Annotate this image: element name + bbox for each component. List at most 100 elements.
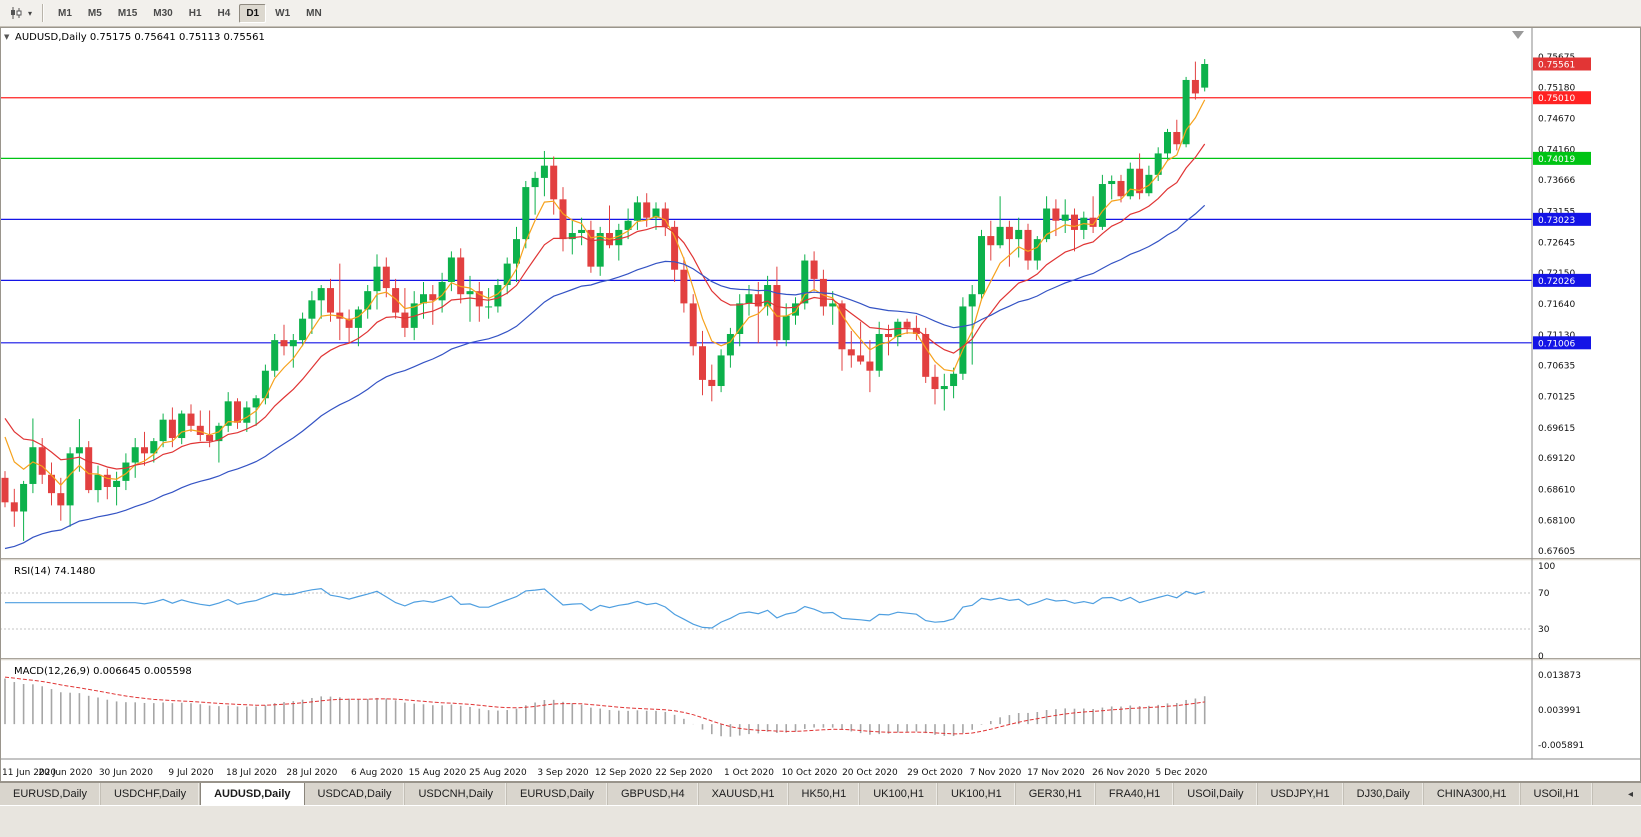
svg-text:0.70125: 0.70125 [1538, 393, 1575, 403]
svg-text:0.73155: 0.73155 [1538, 207, 1575, 217]
chart-tab-usdcad-daily[interactable]: USDCAD,Daily [305, 783, 406, 805]
rsi-line [5, 587, 1205, 629]
chart-type-icon[interactable] [5, 3, 27, 23]
svg-text:0.69615: 0.69615 [1538, 424, 1575, 434]
horizontal-lines [0, 97, 1532, 344]
svg-text:0.74160: 0.74160 [1538, 146, 1575, 156]
svg-text:0.73666: 0.73666 [1538, 176, 1575, 186]
rsi-panel-title: RSI(14) 74.1480 [14, 566, 95, 577]
chart-tab-xauusd-h1[interactable]: XAUUSD,H1 [699, 783, 789, 805]
chart-tab-fra40-h1[interactable]: FRA40,H1 [1096, 783, 1175, 805]
chart-tab-hk50-h1[interactable]: HK50,H1 [789, 783, 861, 805]
svg-text:0.71130: 0.71130 [1538, 331, 1575, 341]
ma-fast-line [4, 99, 1206, 487]
svg-text:100: 100 [1538, 562, 1555, 572]
svg-text:70: 70 [1538, 589, 1550, 599]
svg-text:0.69120: 0.69120 [1538, 454, 1575, 464]
timeframe-button-d1[interactable]: D1 [239, 3, 267, 23]
svg-text:20 Oct 2020: 20 Oct 2020 [842, 768, 898, 778]
timeframe-button-h4[interactable]: H4 [211, 4, 238, 23]
macd-histogram [4, 678, 1206, 737]
svg-text:0.74019: 0.74019 [1538, 155, 1575, 165]
status-bar [0, 805, 1641, 837]
svg-text:0.72026: 0.72026 [1538, 277, 1575, 287]
chart-tabs: EURUSD,Daily USDCHF,Daily AUDUSD,Daily USDC… [0, 783, 1594, 805]
timeframe-button-m1[interactable]: M1 [51, 4, 79, 23]
svg-text:0.70635: 0.70635 [1538, 362, 1575, 372]
svg-text:11 Jun 2020: 11 Jun 2020 [2, 768, 56, 778]
svg-text:0.68610: 0.68610 [1538, 485, 1575, 495]
svg-text:22 Sep 2020: 22 Sep 2020 [655, 768, 712, 778]
chart-tab-usdcnh-daily[interactable]: USDCNH,Daily [405, 783, 508, 805]
svg-text:5 Dec 2020: 5 Dec 2020 [1156, 768, 1208, 778]
timeframe-button-m30[interactable]: M30 [146, 4, 179, 23]
svg-text:0.72150: 0.72150 [1538, 269, 1575, 279]
svg-text:0.73023: 0.73023 [1538, 216, 1575, 226]
svg-text:7 Nov 2020: 7 Nov 2020 [969, 768, 1021, 778]
svg-text:6 Aug 2020: 6 Aug 2020 [351, 768, 403, 778]
svg-text:1 Oct 2020: 1 Oct 2020 [724, 768, 774, 778]
chart-tab-eurusd-daily[interactable]: EURUSD,Daily [507, 783, 608, 805]
svg-text:9 Jul 2020: 9 Jul 2020 [168, 768, 213, 778]
ma-medium-line [4, 143, 1206, 470]
svg-text:29 Oct 2020: 29 Oct 2020 [907, 768, 963, 778]
chart-tab-usdchf-daily[interactable]: USDCHF,Daily [101, 783, 201, 805]
chart-tab-audusd-daily[interactable]: AUDUSD,Daily [200, 783, 305, 805]
timeframe-button-mn[interactable]: MN [299, 4, 329, 23]
svg-text:30: 30 [1538, 625, 1550, 635]
tab-scroll-left-icon[interactable]: ◂ [1627, 788, 1633, 800]
current-price-badge: 0.75561 [1533, 57, 1591, 71]
svg-text:0.67605: 0.67605 [1538, 547, 1575, 557]
candlestick-glyph-icon [11, 7, 22, 19]
toolbar-separator [42, 4, 45, 22]
chart-tab-ger30-h1[interactable]: GER30,H1 [1016, 783, 1096, 805]
svg-text:12 Sep 2020: 12 Sep 2020 [595, 768, 652, 778]
svg-text:0.68100: 0.68100 [1538, 517, 1575, 527]
price-badge-0.72026: 0.72026 [1533, 273, 1591, 287]
price-axis[interactable]: 0.756750.751800.746700.741600.736660.731… [1533, 53, 1591, 751]
timeframe-button-h1[interactable]: H1 [182, 4, 209, 23]
macd-panel-title: MACD(12,26,9) 0.006645 0.005598 [14, 666, 192, 677]
svg-text:20 Jun 2020: 20 Jun 2020 [38, 768, 92, 778]
price-badge-0.71006: 0.71006 [1533, 336, 1591, 350]
chart-tab-uk100-h1[interactable]: UK100,H1 [938, 783, 1016, 805]
timeframe-button-w1[interactable]: W1 [268, 4, 297, 23]
svg-text:0.74670: 0.74670 [1538, 115, 1575, 125]
chart-tab-usdjpy-h1[interactable]: USDJPY,H1 [1258, 783, 1344, 805]
svg-text:0.003991: 0.003991 [1538, 706, 1581, 716]
chart-tab-usoil-daily[interactable]: USOil,Daily [1174, 783, 1258, 805]
timeframe-button-m15[interactable]: M15 [111, 4, 144, 23]
chart-tab-dj30-daily[interactable]: DJ30,Daily [1344, 783, 1424, 805]
chart-tab-usoil-h1[interactable]: USOil,H1 [1521, 783, 1594, 805]
candlestick-series [1, 59, 1209, 541]
chart-type-caret-icon[interactable]: ▾ [28, 8, 33, 18]
chart-tab-bar: EURUSD,Daily USDCHF,Daily AUDUSD,Daily USDC… [0, 782, 1641, 805]
svg-text:0.75561: 0.75561 [1538, 60, 1575, 70]
macd-signal-line [4, 676, 1205, 735]
svg-text:26 Nov 2020: 26 Nov 2020 [1092, 768, 1150, 778]
chart-tab-china300-h1[interactable]: CHINA300,H1 [1424, 783, 1521, 805]
timeframe-toolbar: ▾ M1 M5 M15 M30 H1 H4 D1 W1 MN [0, 0, 1641, 27]
svg-text:0: 0 [1538, 652, 1544, 662]
svg-text:0.75010: 0.75010 [1538, 94, 1575, 104]
chart-tab-eurusd-daily[interactable]: EURUSD,Daily [0, 783, 101, 805]
svg-text:30 Jun 2020: 30 Jun 2020 [99, 768, 153, 778]
svg-text:0.71640: 0.71640 [1538, 300, 1575, 310]
price-badge-0.74019: 0.74019 [1533, 151, 1591, 165]
chart-menu-caret-icon: ▼ [4, 33, 10, 41]
chart-tab-gbpusd-h4[interactable]: GBPUSD,H4 [608, 783, 699, 805]
chart-title: AUDUSD,Daily 0.75175 0.75641 0.75113 0.7… [15, 32, 265, 43]
chart-shift-marker-icon [1512, 31, 1524, 39]
svg-text:17 Nov 2020: 17 Nov 2020 [1027, 768, 1085, 778]
svg-text:18 Jul 2020: 18 Jul 2020 [226, 768, 277, 778]
svg-text:-0.005891: -0.005891 [1538, 741, 1584, 751]
svg-text:3 Sep 2020: 3 Sep 2020 [537, 768, 589, 778]
timeframe-button-m5[interactable]: M5 [81, 4, 109, 23]
chart-tab-uk100-h1[interactable]: UK100,H1 [860, 783, 938, 805]
ma-slow-line [4, 204, 1206, 550]
svg-text:15 Aug 2020: 15 Aug 2020 [409, 768, 467, 778]
svg-text:10 Oct 2020: 10 Oct 2020 [782, 768, 838, 778]
price-chart[interactable]: ▼ AUDUSD,Daily 0.75175 0.75641 0.75113 0.… [0, 27, 1641, 782]
